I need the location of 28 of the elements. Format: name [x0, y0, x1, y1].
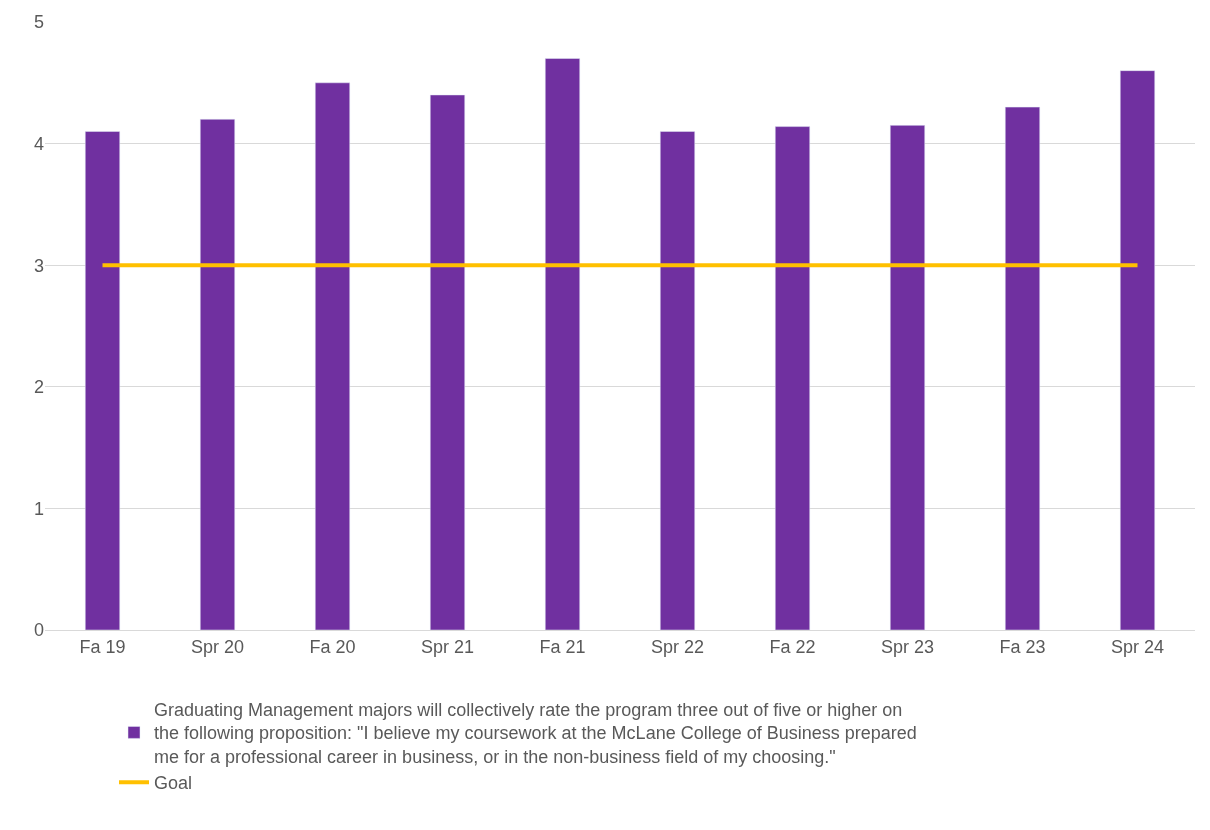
- x-tick-label: Spr 22: [650, 636, 705, 657]
- bar: [85, 131, 120, 630]
- legend-label: Graduating Management majors will collectively rate the program three out of five or higher on the following proposition: "I believe my coursework at the McLane College of Business prepared me for a professional career in business, or in the non-business field of my choosing.": [154, 700, 917, 767]
- x-tick-label: Spr 24: [1110, 636, 1165, 657]
- y-tick-label: 3: [33, 255, 44, 276]
- bar: [890, 125, 925, 630]
- bar: [775, 126, 810, 630]
- bar: [660, 131, 695, 630]
- bar: [1120, 70, 1155, 630]
- bar: [315, 82, 350, 630]
- y-tick-label: 2: [33, 377, 44, 398]
- bar: [1005, 106, 1040, 630]
- y-tick-label: 0: [33, 620, 44, 641]
- bar: [545, 58, 580, 630]
- x-tick-label: Fa 19: [79, 636, 126, 657]
- y-tick-label: 4: [33, 133, 44, 154]
- x-tick-label: Fa 22: [769, 636, 816, 657]
- x-tick-label: Spr 20: [190, 636, 245, 657]
- bar: [430, 94, 465, 630]
- x-tick-label: Spr 21: [420, 636, 475, 657]
- y-tick-label: 1: [33, 498, 44, 519]
- legend-label: Goal: [154, 773, 193, 794]
- x-tick-label: Fa 23: [999, 636, 1046, 657]
- x-tick-label: Spr 23: [880, 636, 935, 657]
- y-tick-label: 5: [33, 12, 44, 33]
- bar: [200, 119, 235, 630]
- x-tick-label: Fa 21: [539, 636, 586, 657]
- x-tick-label: Fa 20: [309, 636, 356, 657]
